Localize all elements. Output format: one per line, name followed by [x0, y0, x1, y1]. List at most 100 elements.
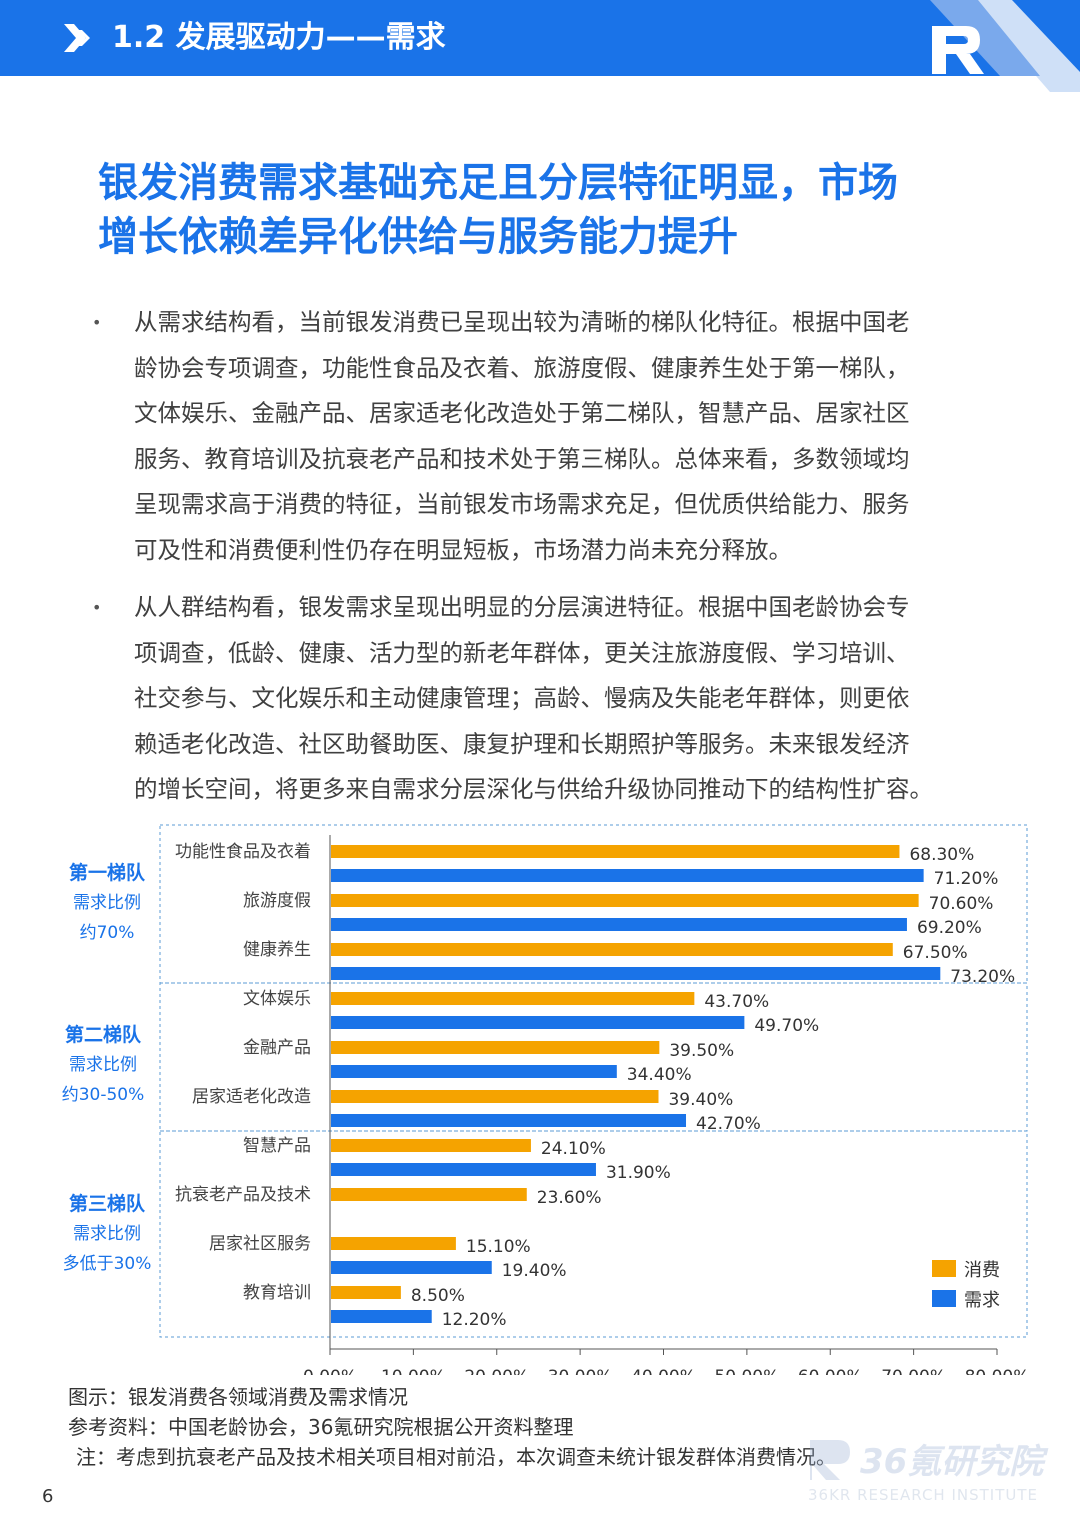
- demand-bar: [331, 967, 941, 980]
- consumption-bar: [331, 1286, 401, 1299]
- demand-bar: [331, 1163, 596, 1176]
- source-caption: 参考资料：中国老龄协会，36氪研究院根据公开资料整理: [68, 1415, 574, 1439]
- category-label: 教育培训: [243, 1283, 311, 1303]
- tier-3-label: 第三梯队 需求比例 多低于30%: [52, 1189, 162, 1279]
- data-label: 24.10%: [541, 1139, 606, 1159]
- x-tick-label: 40.00%: [631, 1367, 696, 1375]
- consumption-bar: [331, 894, 919, 907]
- tier-ratio: 多低于30%: [62, 1254, 152, 1274]
- page-headline: 银发消费需求基础充足且分层特征明显，市场 增长依赖差异化供给与服务能力提升: [98, 156, 1018, 264]
- demand-bar: [331, 918, 907, 931]
- consumption-bar: [331, 943, 893, 956]
- x-tick-label: 60.00%: [798, 1367, 863, 1375]
- category-label: 金融产品: [243, 1038, 311, 1058]
- data-label: 42.70%: [696, 1114, 761, 1134]
- consumption-bar: [331, 1090, 659, 1103]
- legend-swatch: [932, 1260, 956, 1277]
- paragraph-line: 呈现需求高于消费的特征，当前银发市场需求充足，但优质供给能力、服务: [134, 490, 910, 519]
- consumption-bar: [331, 992, 695, 1005]
- data-label: 12.20%: [442, 1310, 507, 1330]
- data-label: 67.50%: [903, 943, 968, 963]
- paragraph-line: 从需求结构看，当前银发消费已呈现出较为清晰的梯队化特征。根据中国老: [134, 308, 910, 336]
- demand-bar: [331, 1114, 687, 1127]
- paragraph-line: 赖适老化改造、社区助餐助医、康复护理和长期照护等服务。未来银发经济: [134, 729, 910, 758]
- x-tick-label: 30.00%: [548, 1367, 613, 1375]
- figure-caption: 图示：银发消费各领域消费及需求情况: [68, 1385, 408, 1409]
- tier-sub-label: 需求比例: [69, 1055, 137, 1075]
- watermark-text: 36氪研究院: [860, 1442, 1044, 1482]
- data-label: 73.20%: [950, 967, 1015, 987]
- data-label: 39.40%: [668, 1090, 733, 1110]
- consumption-bar: [331, 845, 900, 858]
- tier-ratio: 约70%: [79, 923, 135, 943]
- data-label: 49.70%: [754, 1016, 819, 1036]
- paragraph-line: 从人群结构看，银发需求呈现出明显的分层演进特征。根据中国老龄协会专: [134, 593, 910, 621]
- category-label: 健康养生: [243, 940, 311, 960]
- tier-2-label: 第二梯队 需求比例 约30-50%: [48, 1020, 158, 1110]
- data-label: 69.20%: [917, 918, 982, 938]
- x-tick-label: 10.00%: [381, 1367, 446, 1375]
- tier-name: 第二梯队: [64, 1024, 141, 1046]
- headline-line-2: 增长依赖差异化供给与服务能力提升: [98, 214, 738, 260]
- legend-label: 消费: [964, 1260, 1000, 1281]
- brand-logo-icon: [930, 0, 1080, 92]
- tier-1-label: 第一梯队 需求比例 约70%: [52, 858, 162, 948]
- chevron-right-icon: [64, 24, 90, 52]
- paragraph-line: 项调查，低龄、健康、活力型的新老年群体，更关注旅游度假、学习培训、: [134, 638, 910, 667]
- consumption-bar: [331, 1041, 660, 1054]
- tier-name: 第一梯队: [68, 862, 145, 884]
- demand-bar: [331, 869, 924, 882]
- data-label: 19.40%: [502, 1261, 567, 1281]
- tier-sub-label: 需求比例: [73, 893, 141, 913]
- category-label: 抗衰老产品及技术: [175, 1185, 311, 1205]
- data-label: 71.20%: [934, 869, 999, 889]
- section-title: 1.2 发展驱动力——需求: [112, 20, 446, 55]
- note-caption: 注：考虑到抗衰老产品及技术相关项目相对前沿，本次调查未统计银发群体消费情况。: [76, 1445, 836, 1469]
- data-label: 70.60%: [929, 894, 994, 914]
- tier-ratio: 约30-50%: [61, 1085, 145, 1105]
- paragraph-line: 龄协会专项调查，功能性食品及衣着、旅游度假、健康养生处于第一梯队，: [134, 353, 910, 382]
- tier-group-box: [159, 1130, 1028, 1338]
- legend-swatch: [932, 1290, 956, 1307]
- bar-chart-svg: 0.00% 10.00% 20.00% 30.00% 40.00% 50.00% 60.00…: [159, 824, 1030, 1375]
- x-tick-label: 70.00%: [881, 1367, 946, 1375]
- category-label: 功能性食品及衣着: [175, 842, 311, 862]
- watermark-subtext: 36KR RESEARCH INSTITUTE: [808, 1486, 1039, 1504]
- demand-bar: [331, 1065, 617, 1078]
- category-label: 旅游度假: [243, 891, 311, 911]
- demand-bar: [331, 1016, 745, 1029]
- data-label: 68.30%: [909, 845, 974, 865]
- watermark-logo-icon: [810, 1440, 850, 1480]
- x-tick-label: 20.00%: [464, 1367, 529, 1375]
- category-label: 智慧产品: [243, 1136, 311, 1156]
- paragraph-line: 文体娱乐、金融产品、居家适老化改造处于第二梯队，智慧产品、居家社区: [134, 399, 910, 428]
- bullet-marker: •: [92, 598, 102, 617]
- paragraph-line: 可及性和消费便利性仍存在明显短板，市场潜力尚未充分释放。: [134, 535, 792, 564]
- x-tick-label: 0.00%: [303, 1367, 357, 1375]
- data-label: 43.70%: [704, 992, 769, 1012]
- data-label: 39.50%: [669, 1041, 734, 1061]
- page-number: 6: [42, 1486, 54, 1507]
- brand-watermark: 36氪研究院 36KR RESEARCH INSTITUTE: [800, 1434, 1060, 1514]
- data-label: 34.40%: [627, 1065, 692, 1085]
- paragraph-line: 服务、教育培训及抗衰老产品和技术处于第三梯队。总体来看，多数领域均: [134, 444, 910, 473]
- demand-bar: [331, 1310, 432, 1323]
- headline-line-1: 银发消费需求基础充足且分层特征明显，市场: [98, 160, 898, 206]
- consumption-bar: [331, 1237, 456, 1250]
- section-header-bar: 1.2 发展驱动力——需求: [0, 0, 1080, 76]
- consumption-bar: [331, 1139, 531, 1152]
- tier-name: 第三梯队: [68, 1193, 145, 1215]
- category-label: 文体娱乐: [243, 989, 311, 1009]
- x-tick-label: 50.00%: [714, 1367, 779, 1375]
- legend-label: 需求: [964, 1290, 1000, 1311]
- consumption-demand-chart: 0.00% 10.00% 20.00% 30.00% 40.00% 50.00% 60.00…: [0, 815, 1080, 1375]
- category-label: 居家社区服务: [209, 1234, 311, 1254]
- paragraph-line: 社交参与、文化娱乐和主动健康管理；高龄、慢病及失能老年群体，则更依: [134, 684, 910, 713]
- consumption-bar: [331, 1188, 527, 1201]
- x-tick-label: 80.00%: [965, 1367, 1030, 1375]
- category-label: 居家适老化改造: [192, 1087, 311, 1107]
- data-label: 15.10%: [466, 1237, 531, 1257]
- data-label: 31.90%: [606, 1163, 671, 1183]
- data-label: 23.60%: [537, 1188, 602, 1208]
- paragraph-line: 的增长空间，将更多来自需求分层深化与供给升级协同推动下的结构性扩容。: [134, 775, 933, 804]
